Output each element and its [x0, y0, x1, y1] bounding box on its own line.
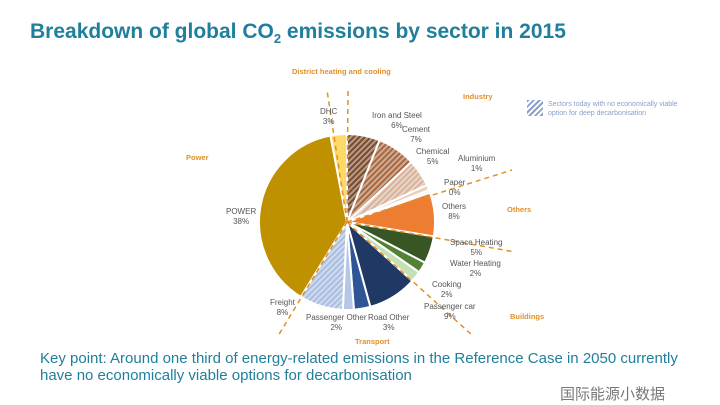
data-label-aluminium: Aluminium 1% — [458, 154, 495, 174]
slice-name: Others — [442, 202, 467, 211]
slice-value: 0% — [448, 188, 461, 197]
data-label-paper: Paper 0% — [444, 178, 465, 198]
slice-value: 7% — [410, 135, 422, 144]
divider-line — [326, 89, 348, 223]
data-label-freight: Freight 8% — [270, 298, 295, 318]
stripe-overlay — [347, 162, 427, 222]
slice-name: Paper — [444, 178, 466, 187]
slice-name: Iron and Steel — [372, 111, 422, 120]
slice-value: 3% — [322, 117, 335, 126]
slice-value: 3% — [382, 323, 395, 332]
slice-value: 2% — [330, 323, 343, 332]
slice-name: Water Heating — [450, 259, 501, 268]
slice-value: 5% — [470, 248, 483, 257]
divider-line — [346, 87, 349, 223]
pie-slice-dhc — [329, 132, 348, 223]
slice-name: Road Other — [368, 313, 410, 322]
divider-line — [277, 221, 348, 337]
divider-line — [346, 221, 516, 253]
data-label-iron-and-steel: Iron and Steel 6% — [372, 111, 422, 131]
divider-line — [346, 221, 473, 336]
slice-name: POWER — [226, 207, 257, 216]
data-label-dhc: DHC 3% — [320, 107, 337, 127]
slice-value: 8% — [276, 308, 289, 317]
slice-name: Space Heating — [450, 238, 503, 247]
sector-label-transport: Transport — [355, 337, 390, 346]
legend: Sectors today with no economically viabl… — [527, 100, 688, 118]
slice-name: Aluminium — [458, 154, 496, 163]
data-label-chemical: Chemical 5% — [416, 147, 449, 167]
slice-value: 5% — [426, 157, 439, 166]
divider-line — [346, 169, 513, 223]
slice-value: 1% — [470, 164, 483, 173]
slice-name: Cement — [402, 125, 431, 134]
slice-value: 2% — [469, 269, 482, 278]
data-label-others: Others 8% — [442, 202, 466, 222]
slice-value: 38% — [233, 217, 250, 226]
data-label-road-other: Road Other 3% — [368, 313, 409, 333]
key-point: Key point: Around one third of energy-re… — [40, 350, 678, 384]
data-label-cooking: Cooking 2% — [432, 280, 461, 300]
page-title: Breakdown of global CO2 emissions by sec… — [30, 20, 566, 47]
sector-label-dhc: District heating and cooling — [292, 67, 391, 76]
sector-label-others: Others — [507, 205, 532, 214]
data-label-passenger-car: Passenger car 9% — [424, 302, 476, 322]
data-label-power: POWER 38% — [226, 207, 256, 227]
slice-name: Passenger car — [424, 302, 476, 311]
sector-dividers — [277, 87, 516, 337]
sector-label-power: Power — [186, 153, 209, 162]
data-label-passenger-other: Passenger Other 2% — [306, 313, 366, 333]
stripe-overlay — [300, 222, 347, 310]
data-label-water-heating: Water Heating 2% — [450, 259, 501, 279]
stripe-overlay — [347, 140, 412, 222]
sector-label-buildings: Buildings — [510, 312, 545, 321]
data-label-cement: Cement 7% — [402, 125, 430, 145]
sector-label-industry: Industry — [463, 92, 493, 101]
slice-value: 8% — [448, 212, 460, 221]
slice-name: Cooking — [432, 280, 462, 289]
slice-name: Passenger Other — [306, 313, 367, 322]
slice-name: Freight — [270, 298, 295, 307]
slice-value: 9% — [444, 312, 456, 321]
data-label-space-heating: Space Heating 5% — [450, 238, 502, 258]
slice-value: 2% — [440, 290, 453, 299]
pie-slice-power — [258, 134, 349, 299]
slice-name: DHC — [320, 107, 338, 116]
slice-name: Chemical — [416, 147, 450, 156]
striped-swatch-icon — [527, 100, 543, 116]
slice-value: 6% — [391, 121, 403, 130]
watermark: 国际能源小数据 — [560, 386, 666, 403]
